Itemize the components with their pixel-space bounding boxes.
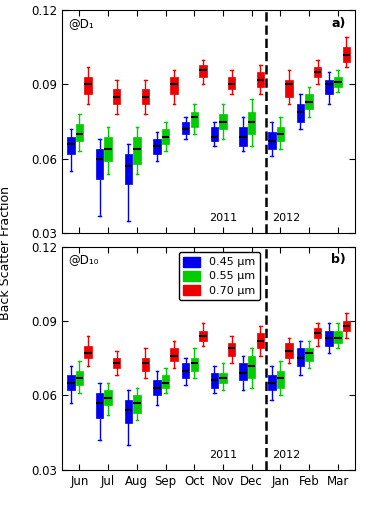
Bar bbox=[325, 79, 333, 94]
Bar bbox=[182, 363, 189, 378]
Text: b): b) bbox=[332, 254, 346, 266]
Bar bbox=[113, 358, 120, 368]
Bar bbox=[314, 328, 321, 338]
Bar bbox=[142, 358, 149, 371]
Bar bbox=[171, 77, 178, 94]
Bar bbox=[268, 375, 276, 390]
Bar bbox=[67, 136, 75, 154]
Bar bbox=[124, 154, 132, 184]
Bar bbox=[325, 331, 333, 346]
Bar bbox=[257, 333, 264, 348]
Text: Back Scatter Fraction: Back Scatter Fraction bbox=[0, 185, 12, 320]
Bar bbox=[285, 79, 293, 97]
Text: @D₁₀: @D₁₀ bbox=[68, 254, 98, 266]
Bar bbox=[314, 67, 321, 77]
Text: 2012: 2012 bbox=[272, 450, 300, 460]
Bar bbox=[277, 371, 284, 388]
Text: a): a) bbox=[332, 17, 346, 30]
Bar bbox=[171, 348, 178, 361]
Bar bbox=[343, 321, 350, 331]
Bar bbox=[219, 114, 227, 129]
Bar bbox=[124, 400, 132, 423]
Bar bbox=[248, 356, 255, 378]
Bar bbox=[285, 343, 293, 358]
Bar bbox=[76, 371, 83, 385]
Bar bbox=[228, 77, 235, 89]
Bar bbox=[239, 127, 247, 146]
Bar bbox=[199, 331, 207, 341]
Bar bbox=[257, 72, 264, 87]
Bar bbox=[162, 375, 169, 388]
Bar bbox=[84, 346, 92, 358]
Bar bbox=[133, 395, 141, 413]
Bar bbox=[113, 89, 120, 105]
Bar bbox=[305, 348, 313, 361]
Bar bbox=[191, 112, 198, 127]
Bar bbox=[104, 136, 112, 161]
Bar bbox=[104, 390, 112, 405]
Bar bbox=[305, 94, 313, 109]
Bar bbox=[162, 129, 169, 144]
Bar bbox=[153, 380, 161, 395]
Bar bbox=[219, 373, 227, 383]
Bar bbox=[191, 358, 198, 371]
Legend: 0.45 μm, 0.55 μm, 0.70 μm: 0.45 μm, 0.55 μm, 0.70 μm bbox=[179, 252, 260, 300]
Bar bbox=[334, 77, 341, 87]
Bar bbox=[153, 139, 161, 154]
Bar bbox=[277, 127, 284, 141]
Text: @D₁: @D₁ bbox=[68, 17, 94, 30]
Bar bbox=[297, 348, 304, 366]
Bar bbox=[182, 122, 189, 134]
Bar bbox=[248, 112, 255, 134]
Bar bbox=[142, 89, 149, 105]
Text: 2011: 2011 bbox=[209, 213, 237, 223]
Bar bbox=[133, 136, 141, 164]
Bar bbox=[268, 132, 276, 149]
Bar bbox=[210, 127, 218, 141]
Bar bbox=[84, 77, 92, 94]
Text: 2012: 2012 bbox=[272, 213, 300, 223]
Text: 2011: 2011 bbox=[209, 450, 237, 460]
Bar bbox=[239, 363, 247, 380]
Bar bbox=[334, 331, 341, 343]
Bar bbox=[96, 393, 103, 418]
Bar bbox=[76, 124, 83, 141]
Bar bbox=[199, 65, 207, 77]
Bar bbox=[67, 375, 75, 390]
Bar bbox=[297, 105, 304, 122]
Bar bbox=[343, 47, 350, 62]
Bar bbox=[96, 149, 103, 179]
Bar bbox=[210, 373, 218, 388]
Bar bbox=[228, 343, 235, 356]
